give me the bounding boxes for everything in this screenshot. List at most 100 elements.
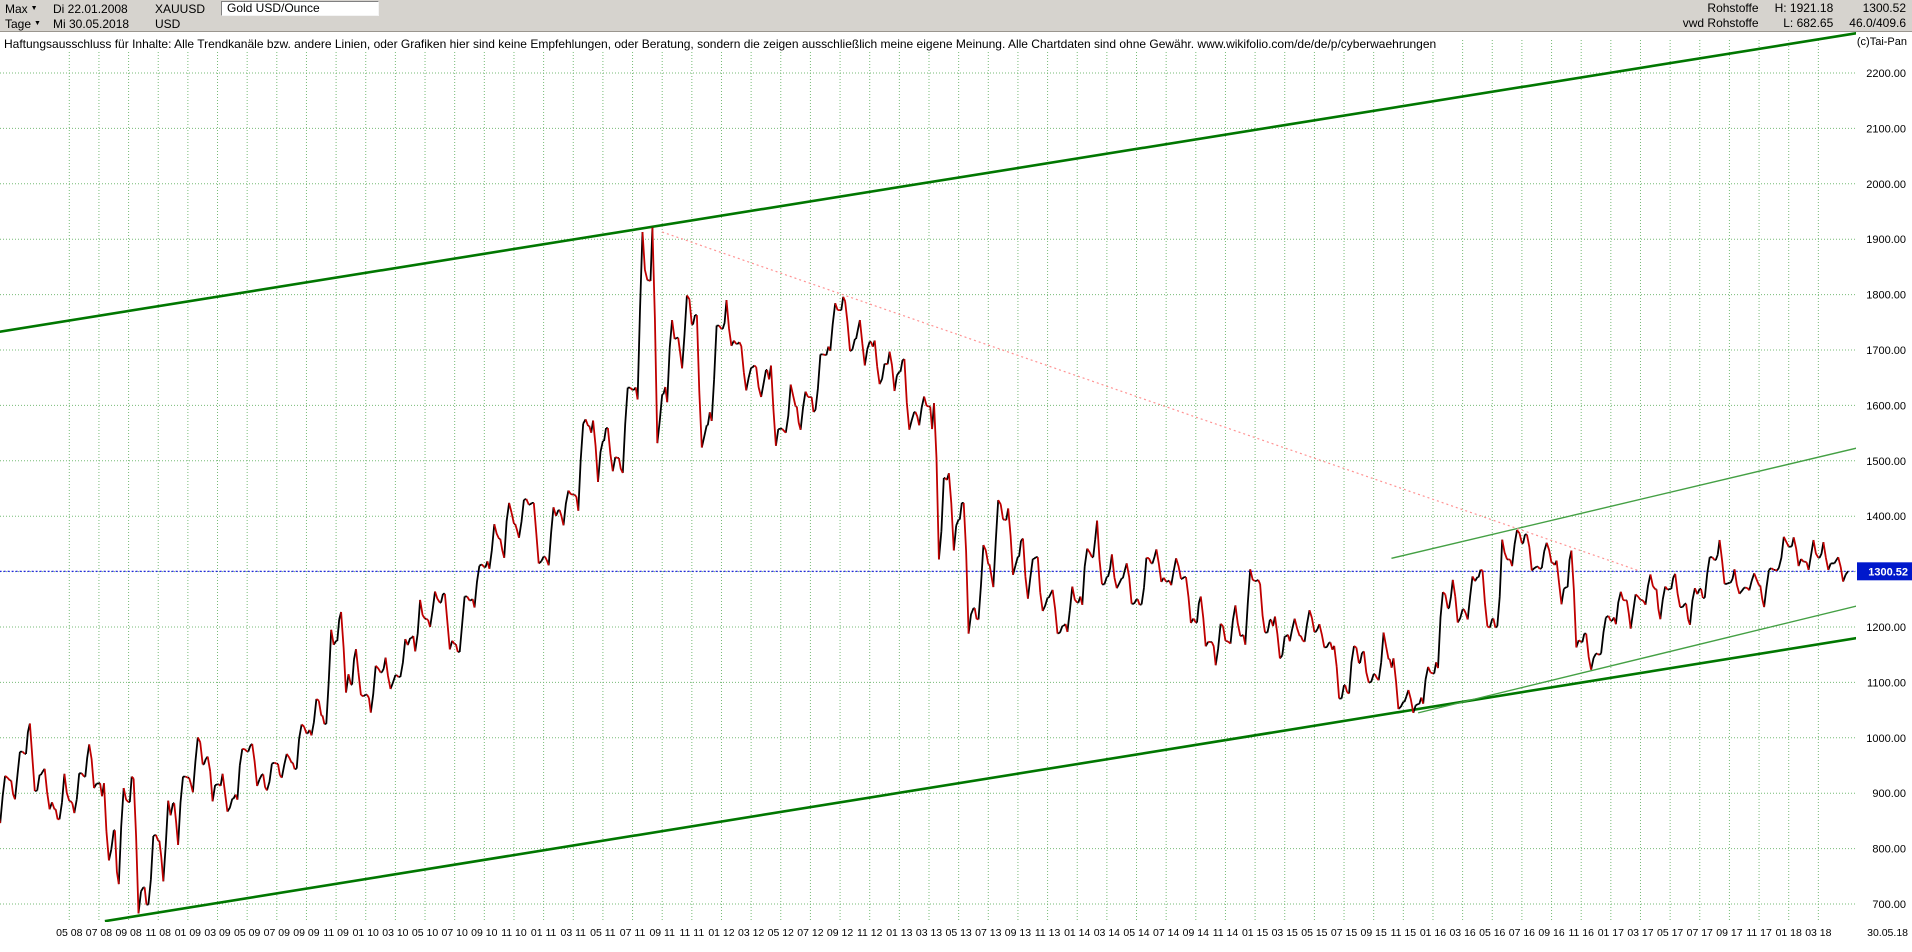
x-axis-label: 09 11 xyxy=(649,927,675,939)
x-axis-label: 03 12 xyxy=(738,927,764,939)
y-axis-label: 1200.00 xyxy=(1866,622,1906,634)
x-axis-label: 03 13 xyxy=(916,927,942,939)
range-selector[interactable]: Max ▼ xyxy=(5,2,43,16)
x-axis-label: 05 10 xyxy=(412,927,438,939)
x-axis-label: 01 12 xyxy=(708,927,734,939)
provider-label: vwd Rohstoffe xyxy=(1682,16,1759,30)
change-value: 46.0/409.6 xyxy=(1849,16,1906,30)
trend-channel-lower xyxy=(104,636,1856,922)
x-axis-label: 11 14 xyxy=(1213,927,1239,939)
x-axis-label: 07 11 xyxy=(620,927,646,939)
x-axis-label: 11 10 xyxy=(501,927,527,939)
chevron-down-icon: ▼ xyxy=(30,5,38,12)
instrument-name-field[interactable]: Gold USD/Ounce xyxy=(221,1,379,16)
x-axis-label: 03 16 xyxy=(1449,927,1475,939)
price-series-down xyxy=(0,227,1844,914)
x-axis-label: 05 12 xyxy=(768,927,794,939)
x-axis-label: 03 11 xyxy=(561,927,587,939)
x-axis-label: 05 14 xyxy=(1123,927,1149,939)
x-axis-label: 11 11 xyxy=(679,927,704,939)
chevron-down-icon: ▼ xyxy=(34,20,41,27)
x-axis-label: 07 16 xyxy=(1509,927,1535,939)
x-axis-label: 11 15 xyxy=(1391,927,1417,939)
disclaimer-text: Haftungsausschluss für Inhalte: Alle Tre… xyxy=(4,37,1443,51)
x-axis-label: 07 08 xyxy=(86,927,112,939)
x-axis-label: 03 17 xyxy=(1627,927,1653,939)
x-axis-label: 05 13 xyxy=(946,927,972,939)
last-price: 1300.52 xyxy=(1862,1,1906,15)
x-axis-label: 11 09 xyxy=(323,927,349,939)
x-axis-label: 01 10 xyxy=(353,927,379,939)
x-axis-label: 11 13 xyxy=(1035,927,1061,939)
x-axis-label: 07 15 xyxy=(1331,927,1357,939)
x-axis-label: 05 15 xyxy=(1301,927,1327,939)
x-axis-label: 01 09 xyxy=(175,927,201,939)
x-axis-label: 01 13 xyxy=(886,927,912,939)
x-axis-label: 03 10 xyxy=(382,927,408,939)
end-date-field[interactable]: Mi 30.05.2018 xyxy=(53,16,130,31)
x-axis-label: 05 17 xyxy=(1657,927,1683,939)
range-selector-label: Max xyxy=(5,1,28,16)
x-axis-label: 03 15 xyxy=(1272,927,1298,939)
x-axis-label: 09 09 xyxy=(293,927,319,939)
y-axis-label: 1700.00 xyxy=(1866,345,1906,357)
currency-label: USD xyxy=(155,16,181,31)
x-axis-label: 11 16 xyxy=(1568,927,1594,939)
trend-channel-upper xyxy=(0,32,1856,333)
x-axis-label: 11 08 xyxy=(145,927,171,939)
x-axis-label: 03 18 xyxy=(1805,927,1831,939)
x-axis-label: 01 11 xyxy=(531,927,557,939)
y-axis-label: 700.00 xyxy=(1872,899,1906,911)
x-axis-label: 09 10 xyxy=(471,927,497,939)
x-axis-label: 09 13 xyxy=(1005,927,1031,939)
x-axis-label: 11 17 xyxy=(1746,927,1772,939)
y-axis-label: 800.00 xyxy=(1872,844,1906,856)
x-axis-label: 09 14 xyxy=(1183,927,1209,939)
x-axis-label: 01 15 xyxy=(1242,927,1268,939)
x-axis-label: 01 18 xyxy=(1776,927,1802,939)
x-axis-label: 07 10 xyxy=(442,927,468,939)
period-selector-label: Tage xyxy=(5,16,32,31)
x-axis-label: 07 14 xyxy=(1153,927,1179,939)
y-axis-label: 2200.00 xyxy=(1866,68,1906,80)
category-label: Rohstoffe xyxy=(1707,1,1759,15)
x-axis-label: 07 12 xyxy=(797,927,823,939)
x-axis-label: 01 16 xyxy=(1420,927,1446,939)
toolbar-left: Max ▼ Di 22.01.2008 XAUUSD Gold USD/Ounc… xyxy=(5,1,379,31)
price-series-up xyxy=(0,227,1849,914)
current-price-tag xyxy=(1857,562,1912,581)
low-value: L: 682.65 xyxy=(1783,16,1834,30)
y-axis-label: 1100.00 xyxy=(1867,677,1906,689)
y-axis-label: 2000.00 xyxy=(1866,179,1906,191)
x-axis-label: 05 08 xyxy=(56,927,82,939)
copyright-label: (c)Tai-Pan xyxy=(1852,36,1907,48)
x-axis-label: 05 09 xyxy=(234,927,260,939)
x-axis-label: 09 08 xyxy=(115,927,141,939)
current-price-tag-label: 1300.52 xyxy=(1868,566,1908,578)
high-value: H: 1921.18 xyxy=(1774,1,1834,15)
last-date-label: 30.05.18 xyxy=(1867,927,1908,939)
y-axis-label: 1600.00 xyxy=(1866,400,1906,412)
period-selector[interactable]: Tage ▼ xyxy=(5,17,43,31)
x-axis-label: 09 12 xyxy=(827,927,853,939)
toolbar-right: Rohstoffe H: 1921.18 1300.52 vwd Rohstof… xyxy=(1683,1,1906,31)
x-axis-label: 01 17 xyxy=(1598,927,1624,939)
x-axis-label: 07 17 xyxy=(1687,927,1713,939)
x-axis-label: 01 14 xyxy=(1064,927,1090,939)
x-axis-label: 09 15 xyxy=(1361,927,1387,939)
x-axis-label: 05 16 xyxy=(1479,927,1505,939)
y-axis-label: 1400.00 xyxy=(1866,511,1906,523)
x-axis-label: 07 09 xyxy=(264,927,290,939)
inner-trend-upper xyxy=(1391,447,1856,559)
x-axis-label: 07 13 xyxy=(975,927,1001,939)
x-axis-label: 03 09 xyxy=(204,927,230,939)
x-axis-label: 05 11 xyxy=(590,927,616,939)
x-axis-label: 09 17 xyxy=(1716,927,1742,939)
start-date-field[interactable]: Di 22.01.2008 xyxy=(53,1,128,16)
x-axis-label: 03 14 xyxy=(1094,927,1120,939)
inner-trend-lower xyxy=(1417,605,1856,714)
y-axis-label: 900.00 xyxy=(1872,788,1906,800)
y-axis-label: 1800.00 xyxy=(1866,290,1906,302)
x-axis-label: 09 16 xyxy=(1538,927,1564,939)
